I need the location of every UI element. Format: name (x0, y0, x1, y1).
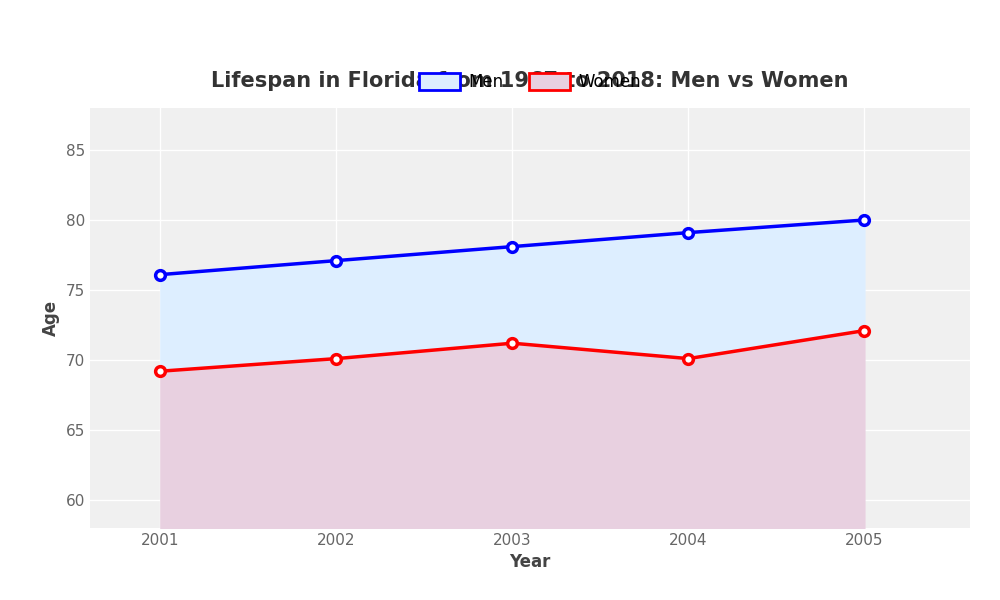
Legend: Men, Women: Men, Women (412, 66, 648, 97)
Y-axis label: Age: Age (42, 300, 60, 336)
X-axis label: Year: Year (509, 553, 551, 571)
Title: Lifespan in Florida from 1967 to 2018: Men vs Women: Lifespan in Florida from 1967 to 2018: M… (211, 71, 849, 91)
